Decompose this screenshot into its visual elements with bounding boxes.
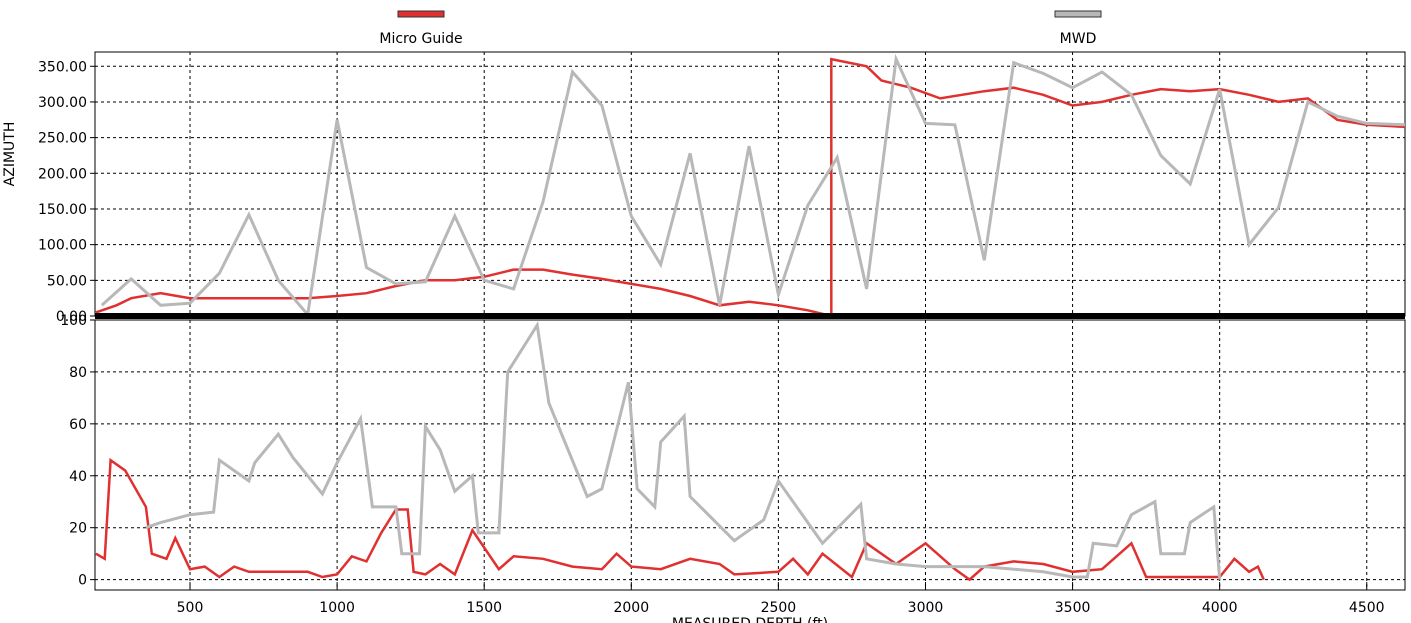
x-axis-title: MEASURED DEPTH (ft) xyxy=(672,616,828,623)
x-tick-label: 4500 xyxy=(1349,600,1385,616)
y-axis-title: AZIMUTH xyxy=(2,122,18,187)
y-tick-label: 200.00 xyxy=(38,166,87,182)
y-tick-label: 50.00 xyxy=(47,273,87,289)
x-tick-label: 500 xyxy=(177,600,204,616)
data-line xyxy=(95,57,1405,318)
y-tick-label: 0 xyxy=(78,573,87,589)
x-tick-label: 2000 xyxy=(613,600,649,616)
data-line xyxy=(100,53,1405,319)
x-tick-label: 3000 xyxy=(908,600,944,616)
x-tick-label: 3500 xyxy=(1055,600,1091,616)
legend-label: Micro Guide xyxy=(379,31,462,47)
y-tick-label: 150.00 xyxy=(38,202,87,218)
y-tick-label: 350.00 xyxy=(38,59,87,75)
y-tick-label: 80 xyxy=(69,365,87,381)
x-tick-label: 1500 xyxy=(466,600,502,616)
y-tick-label: 300.00 xyxy=(38,95,87,111)
plot-area xyxy=(94,51,1406,317)
y-tick-label: 100 xyxy=(60,313,87,329)
y-tick-label: 0.00 xyxy=(56,309,87,325)
x-tick-label: 4000 xyxy=(1202,600,1238,616)
y-tick-label: 40 xyxy=(69,469,87,485)
y-tick-label: 250.00 xyxy=(38,131,87,147)
data-line xyxy=(95,457,1265,582)
y-tick-label: 60 xyxy=(69,417,87,433)
legend-swatch xyxy=(1054,10,1102,18)
x-tick-label: 2500 xyxy=(761,600,797,616)
legend-swatch xyxy=(397,10,445,18)
y-tick-label: 20 xyxy=(69,521,87,537)
divider xyxy=(95,313,1405,319)
data-line xyxy=(145,320,1222,580)
legend-label: MWD xyxy=(1060,31,1097,47)
x-tick-label: 1000 xyxy=(319,600,355,616)
y-tick-label: 100.00 xyxy=(38,238,87,254)
